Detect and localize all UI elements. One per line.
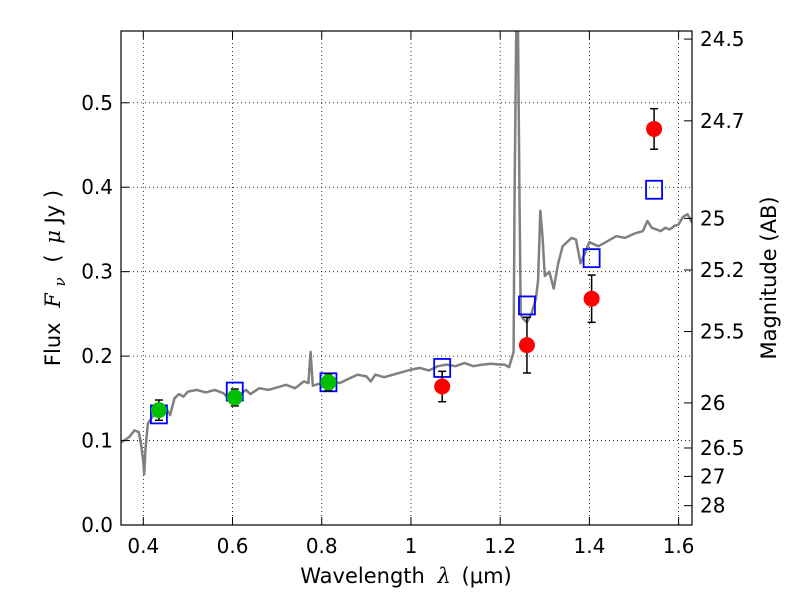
- y-tick-label: 0.5: [81, 91, 113, 115]
- green-data-point: [320, 374, 337, 391]
- grid-lines: [121, 31, 692, 526]
- plot-frame: [120, 30, 693, 526]
- series-layer: [121, 31, 692, 476]
- x-axis-label: Wavelength λ (μm): [300, 564, 511, 588]
- right-tick-label: 25: [700, 206, 725, 230]
- right-axis-label: Magnitude (AB): [757, 196, 781, 359]
- spectrum-line: [121, 31, 692, 476]
- x-tick-label: 1.4: [573, 534, 605, 558]
- red-data-point: [646, 120, 663, 137]
- y-tick-label: 0.2: [81, 344, 113, 368]
- right-tick-label: 25.2: [700, 258, 745, 282]
- y-tick-label: 0.1: [81, 429, 113, 453]
- x-tick-label: 0.6: [217, 534, 249, 558]
- y-axis-ticks: 0.0 0.1 0.2 0.3 0.4 0.5: [81, 91, 129, 537]
- green-data-point: [226, 389, 243, 406]
- right-axis-ticks: 24.5 24.7 25 25.2 25.5 26 26.5 27 28: [684, 27, 745, 518]
- right-tick-label: 26.5: [700, 436, 745, 460]
- x-tick-label: 0.4: [127, 534, 159, 558]
- model-square-point: [582, 248, 601, 269]
- green-data-point: [150, 402, 167, 419]
- model-square-point: [518, 295, 536, 316]
- y-tick-label: 0.0: [81, 513, 113, 537]
- x-tick-label: 1: [405, 534, 418, 558]
- x-axis-ticks: 0.4 0.6 0.8 1 1.2 1.4 1.6: [127, 31, 695, 558]
- x-tick-label: 0.8: [306, 534, 338, 558]
- red-data-point: [583, 290, 600, 307]
- x-tick-label: 1.6: [663, 534, 695, 558]
- right-tick-label: 27: [700, 464, 725, 488]
- model-square-point: [645, 179, 663, 200]
- right-tick-label: 24.7: [700, 109, 745, 133]
- right-tick-label: 24.5: [700, 27, 745, 51]
- y-axis-label: Flux F ν ( μ Jy ): [41, 190, 70, 366]
- y-tick-label: 0.3: [81, 260, 113, 284]
- right-tick-label: 25.5: [700, 320, 745, 344]
- red-data-point: [518, 337, 535, 354]
- right-tick-label: 28: [700, 494, 725, 518]
- x-tick-label: 1.2: [484, 534, 516, 558]
- red-data-point: [434, 378, 451, 395]
- y-tick-label: 0.4: [81, 175, 113, 199]
- right-tick-label: 26: [700, 391, 725, 415]
